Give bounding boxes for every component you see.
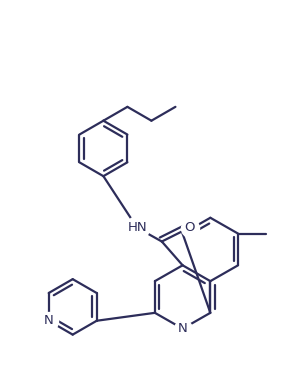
Text: HN: HN (127, 221, 147, 234)
Text: N: N (178, 322, 187, 335)
Text: N: N (44, 314, 54, 327)
Text: O: O (184, 221, 195, 234)
